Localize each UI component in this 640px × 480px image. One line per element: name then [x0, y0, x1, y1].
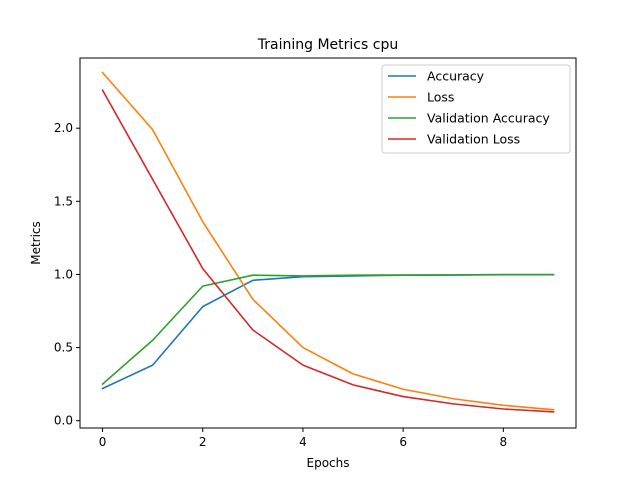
- x-tick-label: 8: [500, 435, 508, 449]
- y-tick-label: 1.0: [54, 267, 73, 281]
- legend-label: Validation Accuracy: [427, 111, 550, 126]
- legend-label: Validation Loss: [427, 132, 520, 147]
- legend-frame: [381, 64, 571, 154]
- x-tick-label: 6: [399, 435, 407, 449]
- chart-title: Training Metrics cpu: [257, 37, 398, 53]
- x-axis-ticks: 0 2 4 6 8: [99, 428, 507, 449]
- y-axis-ticks: 0.0 0.5 1.0 1.5 2.0: [54, 121, 80, 428]
- series-layer: [101, 71, 555, 413]
- x-tick-label: 4: [299, 435, 307, 449]
- legend-label: Loss: [427, 90, 454, 105]
- x-tick-label: 2: [199, 435, 207, 449]
- axes-frame: [79, 57, 577, 429]
- y-tick-label: 2.0: [54, 121, 73, 135]
- series-line-3: [101, 273, 555, 386]
- legend-entries: Accuracy Loss Validation Accuracy Validatio…: [388, 69, 550, 147]
- plot-area: [79, 57, 577, 429]
- x-tick-label: 0: [99, 435, 107, 449]
- y-tick-label: 0.5: [54, 341, 73, 355]
- x-axis-label: Epochs: [307, 456, 350, 470]
- y-tick-label: 1.5: [54, 194, 73, 208]
- series-line-4: [101, 89, 555, 413]
- y-tick-label: 0.0: [54, 414, 73, 428]
- series-line-2: [101, 71, 555, 411]
- legend-label: Accuracy: [427, 69, 485, 84]
- legend: Accuracy Loss Validation Accuracy Validatio…: [381, 64, 571, 154]
- y-axis-label: Metrics: [29, 221, 43, 265]
